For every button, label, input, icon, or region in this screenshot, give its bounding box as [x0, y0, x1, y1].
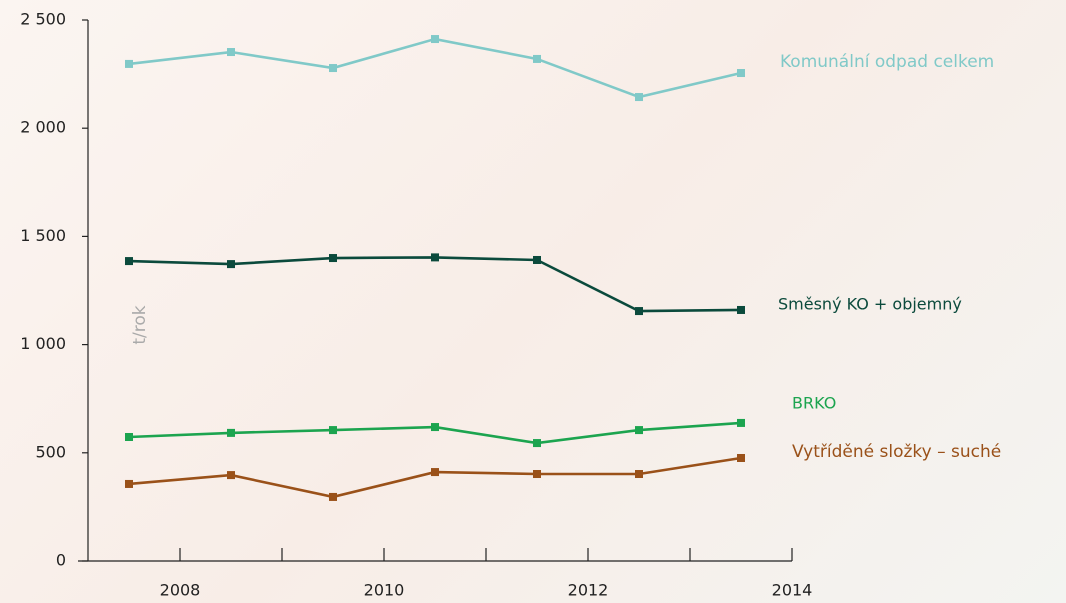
- x-tick-label: 2008: [160, 581, 201, 600]
- point: [125, 479, 133, 488]
- series-line: [128, 37, 742, 99]
- y-tick-label: 0: [56, 551, 66, 570]
- point: [227, 428, 235, 437]
- point: [635, 470, 643, 479]
- point: [533, 54, 541, 63]
- y-tick-label: 1 500: [20, 226, 66, 245]
- series-label: Vytříděné složky – suché: [792, 442, 1001, 462]
- x-tick-label: 2014: [772, 581, 813, 600]
- point: [227, 471, 235, 480]
- series-line: [128, 256, 742, 313]
- point: [431, 468, 439, 477]
- y-tick-label: 2 500: [20, 10, 66, 29]
- y-tick-label: 1 000: [20, 334, 66, 353]
- point: [737, 305, 745, 314]
- point: [635, 93, 643, 102]
- series-line: [128, 456, 742, 499]
- x-tick-label: 2010: [364, 581, 405, 600]
- point: [635, 307, 643, 316]
- series-label: BRKO: [792, 394, 836, 413]
- y-axis-label: t/rok: [130, 305, 150, 344]
- point: [431, 423, 439, 432]
- point: [125, 433, 133, 442]
- point: [329, 426, 337, 435]
- point: [125, 257, 133, 266]
- point: [125, 59, 133, 68]
- series-label: Směsný KO + objemný: [778, 295, 962, 314]
- point: [737, 418, 745, 427]
- point: [329, 64, 337, 73]
- y-tick-label: 2 000: [20, 118, 66, 137]
- point: [227, 260, 235, 269]
- point: [737, 69, 745, 78]
- point: [635, 426, 643, 435]
- point: [533, 439, 541, 448]
- x-tick-label: 2012: [568, 581, 609, 600]
- point: [227, 48, 235, 57]
- point: [329, 254, 337, 263]
- point: [329, 492, 337, 501]
- point: [431, 35, 439, 44]
- series-label: Komunální odpad celkem: [780, 52, 994, 72]
- y-tick-label: 500: [35, 442, 66, 461]
- point: [533, 470, 541, 479]
- point: [737, 453, 745, 462]
- point: [431, 253, 439, 262]
- point: [533, 255, 541, 264]
